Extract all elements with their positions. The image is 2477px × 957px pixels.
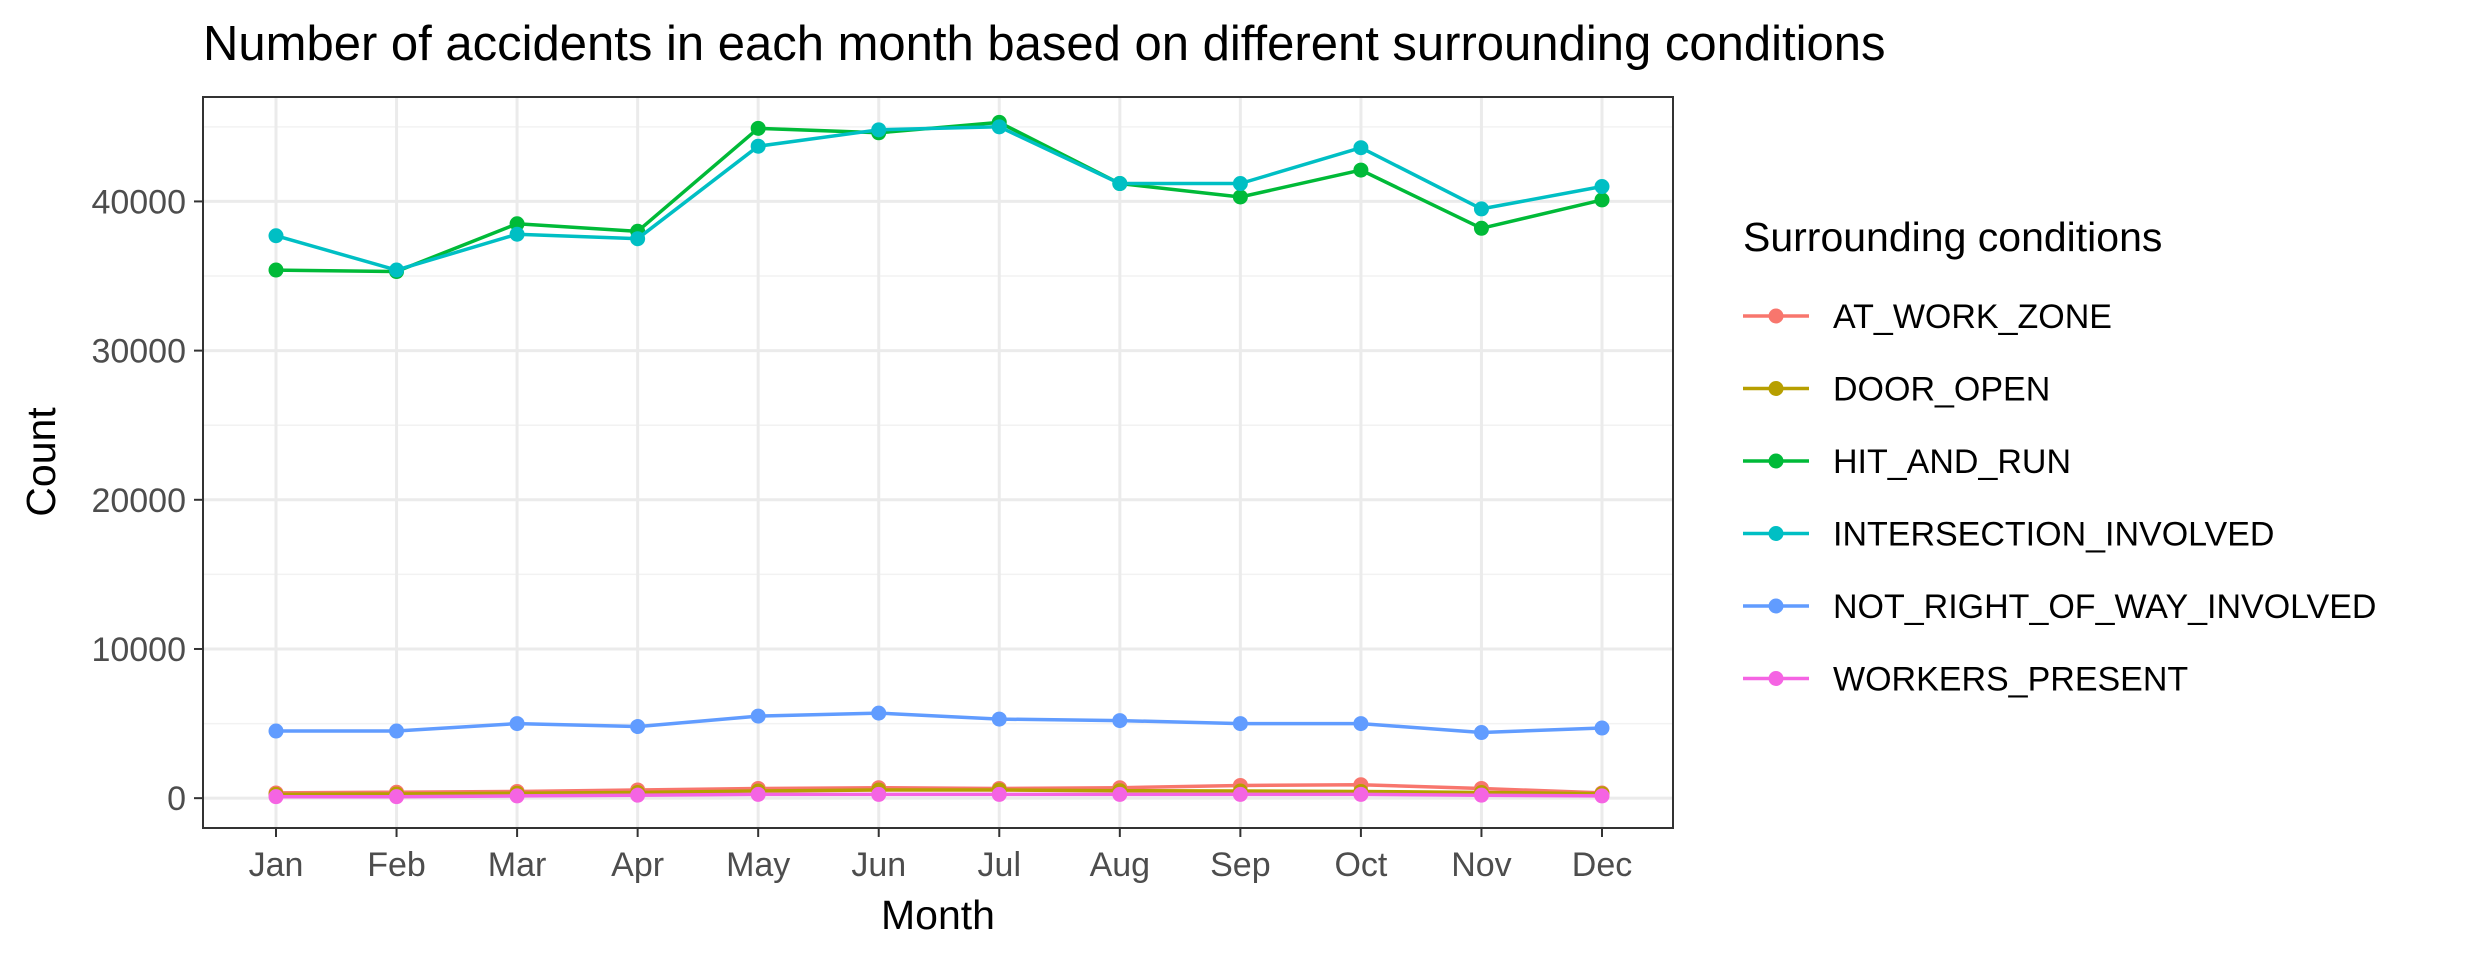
data-point-hit-and-run	[1353, 162, 1369, 178]
data-point-not-right-of-way-involved	[1594, 720, 1610, 736]
x-tick-label: Apr	[611, 846, 664, 884]
series-workers-present	[268, 786, 1610, 805]
legend-key-point	[1768, 526, 1784, 541]
y-tick-label: 10000	[91, 631, 186, 669]
data-point-intersection-involved	[1353, 140, 1369, 156]
x-tick-label: Sep	[1210, 846, 1271, 884]
data-point-intersection-involved	[991, 119, 1007, 135]
y-axis-title: Count	[18, 407, 64, 517]
data-point-workers-present	[750, 786, 766, 802]
series-line-door-open	[275, 788, 1603, 797]
legend-item-hit-and-run: HIT_AND_RUN	[1743, 443, 2071, 481]
y-tick-label: 0	[167, 780, 186, 818]
series-intersection-involved	[268, 119, 1610, 278]
data-point-workers-present	[1232, 786, 1248, 802]
y-tick-label: 40000	[91, 183, 186, 221]
legend-item-door-open: DOOR_OPEN	[1743, 371, 2050, 409]
data-point-hit-and-run	[1232, 189, 1248, 205]
data-point-not-right-of-way-involved	[991, 711, 1007, 727]
data-point-intersection-involved	[389, 262, 405, 278]
legend-item-not-right-of-way-involved: NOT_RIGHT_OF_WAY_INVOLVED	[1743, 588, 2376, 626]
chart-title: Number of accidents in each month based …	[203, 17, 1885, 71]
data-point-workers-present	[630, 787, 646, 803]
x-tick-label: Mar	[488, 846, 547, 884]
data-point-workers-present	[389, 789, 405, 805]
data-point-workers-present	[1594, 788, 1610, 804]
legend-key-point	[1768, 381, 1784, 396]
legend-item-at-work-zone: AT_WORK_ZONE	[1743, 298, 2112, 336]
legend-label: HIT_AND_RUN	[1833, 443, 2071, 481]
legend-label: AT_WORK_ZONE	[1833, 298, 2112, 336]
data-point-hit-and-run	[750, 120, 766, 136]
data-point-intersection-involved	[1594, 179, 1610, 195]
data-point-hit-and-run	[268, 262, 284, 278]
data-point-not-right-of-way-involved	[871, 705, 887, 721]
data-point-intersection-involved	[509, 226, 525, 242]
series-line-workers-present	[276, 792, 1603, 799]
x-tick-label: Jul	[978, 846, 1021, 884]
data-point-hit-and-run	[1473, 220, 1489, 236]
legend-key-point	[1768, 671, 1784, 686]
legend-label: WORKERS_PRESENT	[1833, 661, 2188, 699]
data-point-workers-present	[268, 789, 284, 805]
legend-item-intersection-involved: INTERSECTION_INVOLVED	[1743, 516, 2274, 554]
series-line-intersection-involved	[275, 125, 1603, 272]
x-tick-label: Nov	[1451, 846, 1511, 884]
data-point-not-right-of-way-involved	[750, 708, 766, 724]
gridlines	[203, 97, 1673, 828]
data-point-not-right-of-way-involved	[630, 719, 646, 735]
x-tick-label: Jan	[249, 846, 304, 884]
legend-label: NOT_RIGHT_OF_WAY_INVOLVED	[1833, 588, 2376, 626]
x-tick-label: May	[726, 846, 790, 884]
data-point-workers-present	[871, 786, 887, 802]
data-point-not-right-of-way-involved	[268, 723, 284, 739]
panel-background	[203, 97, 1673, 828]
x-tick-label: Dec	[1572, 846, 1632, 884]
x-tick-label: Feb	[367, 846, 426, 884]
legend-key-point	[1768, 598, 1784, 614]
legend: AT_WORK_ZONE DOOR_OPEN HIT_AND_RUN INTERSEC…	[1743, 298, 2376, 699]
legend-key-point	[1768, 308, 1784, 324]
series-not-right-of-way-involved	[268, 705, 1610, 741]
plot-panel	[203, 97, 1673, 828]
x-tick-label: Oct	[1334, 846, 1387, 884]
data-point-intersection-involved	[268, 228, 284, 244]
data-point-intersection-involved	[1112, 176, 1128, 192]
data-point-workers-present	[509, 788, 525, 804]
series-layer	[268, 114, 1610, 805]
data-point-not-right-of-way-involved	[1473, 725, 1489, 741]
legend-label: DOOR_OPEN	[1833, 371, 2050, 409]
data-point-not-right-of-way-involved	[1353, 716, 1369, 732]
data-point-not-right-of-way-involved	[389, 723, 405, 739]
legend-title: Surrounding conditions	[1743, 214, 2162, 260]
data-point-intersection-involved	[1232, 176, 1248, 192]
series-line-not-right-of-way-involved	[276, 711, 1603, 735]
data-point-workers-present	[1353, 786, 1369, 802]
y-tick-label: 30000	[91, 333, 186, 371]
data-point-intersection-involved	[871, 122, 887, 138]
x-tick-label: Aug	[1090, 846, 1151, 884]
data-point-workers-present	[991, 786, 1007, 802]
plot-border	[202, 96, 1674, 829]
data-point-intersection-involved	[630, 231, 646, 247]
legend-label: INTERSECTION_INVOLVED	[1833, 516, 2274, 554]
y-tick-label: 20000	[91, 482, 186, 520]
data-point-hit-and-run	[509, 216, 525, 232]
x-tick-label: Jun	[851, 846, 906, 884]
data-point-not-right-of-way-involved	[1232, 716, 1248, 732]
legend-item-workers-present: WORKERS_PRESENT	[1743, 661, 2188, 699]
data-point-not-right-of-way-involved	[509, 716, 525, 732]
data-point-workers-present	[1473, 787, 1489, 803]
x-axis-title: Month	[881, 892, 995, 938]
y-axis: 0 10000 20000 30000 40000	[91, 183, 203, 818]
data-point-intersection-involved	[750, 138, 766, 154]
data-point-workers-present	[1112, 786, 1128, 802]
data-point-intersection-involved	[1473, 201, 1489, 217]
legend-key-point	[1768, 453, 1784, 469]
data-point-not-right-of-way-involved	[1112, 713, 1128, 729]
data-point-hit-and-run	[1594, 192, 1610, 208]
x-axis: Jan Feb Mar Apr May Jun Jul Aug Sep Oct Nov Dec	[249, 828, 1632, 884]
